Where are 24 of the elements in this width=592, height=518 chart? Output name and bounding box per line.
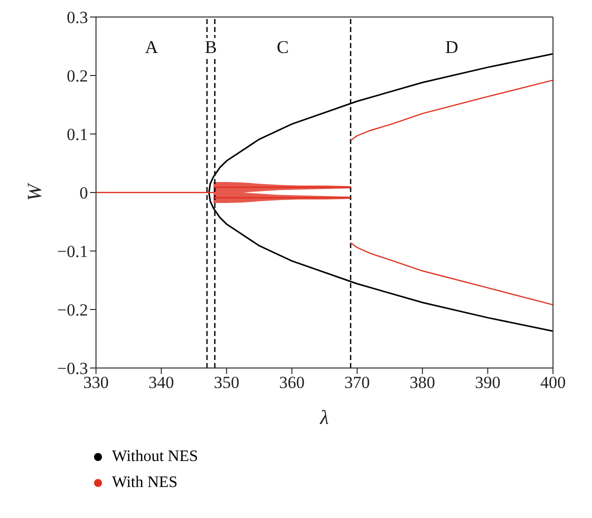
y-axis-title: W (24, 182, 46, 201)
y-tick-label: −0.1 (57, 242, 88, 262)
y-tick-label: 0.2 (66, 66, 88, 86)
x-tick-label: 380 (410, 373, 436, 392)
y-tick-label: 0.3 (66, 8, 88, 28)
annotation: A (144, 37, 158, 57)
line-series (350, 80, 553, 142)
x-tick-label: 340 (148, 373, 174, 392)
y-tick-label: 0.1 (66, 125, 88, 144)
legend-label: Without NES (112, 448, 198, 466)
annotation: B (204, 37, 217, 57)
x-tick-label: 400 (540, 373, 566, 392)
legend-label: With NES (112, 474, 178, 492)
x-tick-label: 370 (344, 373, 370, 392)
x-tick-label: 350 (214, 373, 240, 392)
line-series (350, 242, 553, 306)
y-tick-label: 0 (80, 184, 88, 203)
annotation: C (276, 37, 289, 57)
y-tick-label: −0.2 (57, 300, 88, 320)
annotation: D (445, 37, 458, 57)
x-axis-title: λ (319, 407, 330, 429)
x-tick-label: 390 (474, 373, 500, 392)
x-tick-label: 330 (83, 373, 109, 392)
x-tick-label: 360 (279, 373, 305, 392)
